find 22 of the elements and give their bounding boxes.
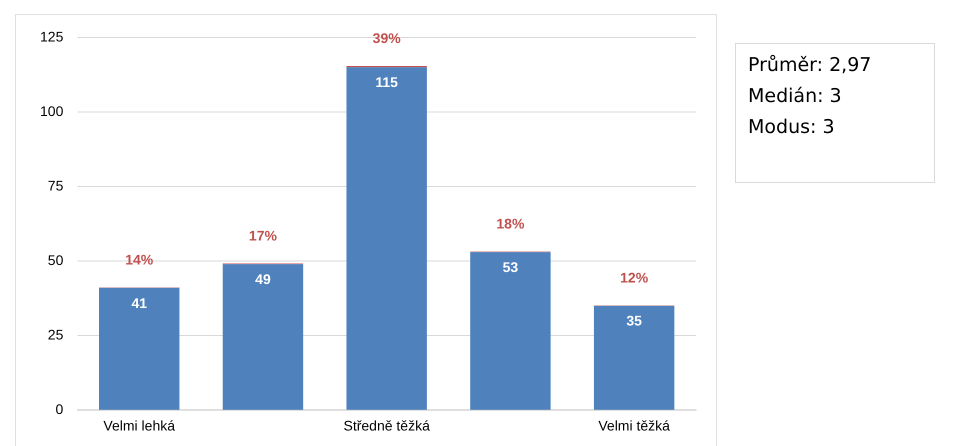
x-tick-label: Středně těžká [343, 417, 430, 434]
y-tick-label: 50 [48, 252, 64, 268]
text: Modus: 3 [748, 115, 836, 140]
data-label: 39% [372, 30, 402, 46]
data-label: 12% [620, 269, 649, 286]
data-label: 17% [248, 227, 278, 244]
data-label: 18% [496, 215, 525, 232]
x-tick-label: Velmi těžká [598, 417, 670, 434]
y-tick-label: 0 [56, 401, 64, 418]
text: Medián: 3 [748, 84, 843, 109]
x-tick-label: Velmi lehká [103, 417, 176, 434]
text: Průměr: 2,97 [748, 53, 872, 78]
y-tick-label: 75 [48, 177, 64, 194]
data-label: 49 [255, 270, 271, 287]
y-tick-label: 100 [40, 102, 64, 119]
data-label: 14% [125, 251, 154, 268]
y-tick-label: 125 [40, 28, 64, 44]
data-label: 35 [626, 312, 642, 329]
data-label: 115 [375, 74, 398, 90]
y-tick-label: 25 [48, 326, 64, 342]
data-label: 41 [131, 294, 148, 311]
data-label: 53 [502, 258, 518, 275]
